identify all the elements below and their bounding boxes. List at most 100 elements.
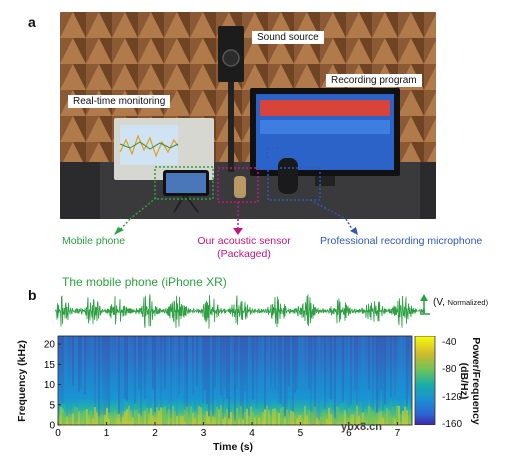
- spectrogram-energy: [192, 412, 194, 425]
- spectrogram-column: [72, 336, 74, 386]
- x-tick-label: 5: [298, 428, 304, 439]
- spectrogram-energy: [300, 415, 302, 425]
- spectrogram-energy: [314, 406, 316, 425]
- spectrogram-energy: [320, 419, 322, 425]
- spectrogram-energy: [174, 411, 176, 425]
- spectrogram-energy: [102, 415, 104, 425]
- spectrogram-axes: 0 1 2 3 4 5 6 7 0 5 10 15 20: [44, 335, 413, 439]
- spectrogram-column: [362, 336, 364, 425]
- spectrogram-column: [190, 336, 192, 406]
- spectrogram-column: [264, 336, 266, 409]
- spectrogram-energy: [82, 410, 84, 425]
- label-realtime-monitoring: Real-time monitoring: [68, 95, 171, 108]
- spectrogram-energy: [330, 414, 332, 425]
- scale-label-main: (V,: [433, 297, 445, 308]
- spectrogram-column: [66, 336, 68, 417]
- spectrogram-column: [140, 336, 142, 416]
- spectrogram-column: [256, 336, 258, 409]
- spectrogram-energy: [278, 413, 280, 425]
- y-tick-label: 5: [49, 400, 55, 411]
- spectrogram-energy: [74, 406, 76, 425]
- spectrogram-column: [292, 336, 294, 423]
- spectrogram-energy: [160, 407, 162, 425]
- spectrogram-column: [308, 336, 310, 390]
- spectrogram-energy: [288, 418, 290, 425]
- spectrogram-energy: [248, 417, 250, 425]
- spectrogram-energy: [190, 405, 192, 425]
- spectrogram-energy: [280, 408, 282, 425]
- spectrogram-energy: [264, 409, 266, 425]
- spectrogram-energy: [370, 407, 372, 425]
- spectrogram-column: [76, 336, 78, 422]
- spectrogram-energy: [206, 411, 208, 425]
- spectrogram-column: [102, 336, 104, 423]
- spectrogram-energy: [246, 408, 248, 425]
- spectrogram-energy: [304, 405, 306, 425]
- spectrogram-energy: [368, 405, 370, 425]
- y-tick-label: 0: [49, 421, 55, 432]
- leader-arrows: [114, 218, 358, 235]
- spectrogram-energy: [222, 419, 224, 425]
- spectrogram-column: [214, 336, 216, 388]
- spectrogram-energy: [374, 414, 376, 425]
- spectrogram-column: [58, 336, 60, 390]
- spectrogram-energy: [194, 418, 196, 425]
- spectrogram-energy: [152, 415, 154, 425]
- spectrogram-energy: [390, 416, 392, 425]
- spectrogram-energy: [136, 410, 138, 425]
- spectrogram-energy: [336, 406, 338, 425]
- spectrogram-column: [278, 336, 280, 405]
- spectrogram-column: [212, 336, 214, 416]
- spectrogram-energy: [126, 409, 128, 425]
- spectrogram-energy: [78, 411, 80, 425]
- spectrogram-column: [276, 336, 278, 405]
- spectrogram-energy: [72, 413, 74, 425]
- spectrogram-column: [100, 336, 102, 417]
- x-tick-label: 4: [249, 428, 255, 439]
- spectrogram-column: [310, 336, 312, 424]
- spectrogram-column: [342, 336, 344, 402]
- spectrogram-energy: [328, 407, 330, 425]
- spectrogram-energy: [234, 418, 236, 425]
- spectrogram-energy: [308, 409, 310, 425]
- spectrogram-column: [356, 336, 358, 417]
- spectrogram-column: [130, 336, 132, 417]
- spectrogram-column: [134, 336, 136, 404]
- spectrogram-column: [170, 336, 172, 424]
- spectrogram-column: [204, 336, 206, 391]
- spectrogram-energy: [216, 407, 218, 425]
- spectrogram-column: [242, 336, 244, 425]
- caption-sensor-line2: (Packaged): [217, 248, 271, 260]
- spectrogram-column: [288, 336, 290, 387]
- spectrogram-column: [354, 336, 356, 391]
- spectrogram-energy: [134, 410, 136, 425]
- spectrogram-energy: [184, 409, 186, 425]
- spectrogram-energy: [276, 411, 278, 425]
- colorbar-tick-label: -40: [442, 336, 457, 348]
- spectrogram-energy: [260, 417, 262, 425]
- spectrogram-column: [306, 336, 308, 395]
- spectrogram-column: [208, 336, 210, 418]
- spectrogram-column: [372, 336, 374, 409]
- spectrogram-column: [348, 336, 350, 418]
- spectrogram-column: [320, 336, 322, 417]
- spectrogram-energy: [290, 410, 292, 425]
- spectrogram-energy: [178, 414, 180, 425]
- spectrogram-energy: [202, 416, 204, 425]
- spectrogram-column: [220, 336, 222, 396]
- spectrogram-column: [396, 336, 398, 387]
- spectrogram-column: [296, 336, 298, 390]
- spectrogram-column: [142, 336, 144, 401]
- spectrogram-energy: [208, 416, 210, 425]
- spectrogram-column: [136, 336, 138, 391]
- spectrogram-energy: [84, 410, 86, 425]
- spectrogram-plot: [58, 336, 412, 425]
- spectrogram-energy: [158, 410, 160, 425]
- spectrogram-energy: [398, 405, 400, 425]
- spectrogram-column: [224, 336, 226, 390]
- spectrogram-energy: [116, 414, 118, 425]
- spectrogram-column: [192, 336, 194, 395]
- spectrogram-energy: [356, 405, 358, 425]
- spectrogram-energy: [98, 416, 100, 425]
- spectrogram-energy: [94, 407, 96, 425]
